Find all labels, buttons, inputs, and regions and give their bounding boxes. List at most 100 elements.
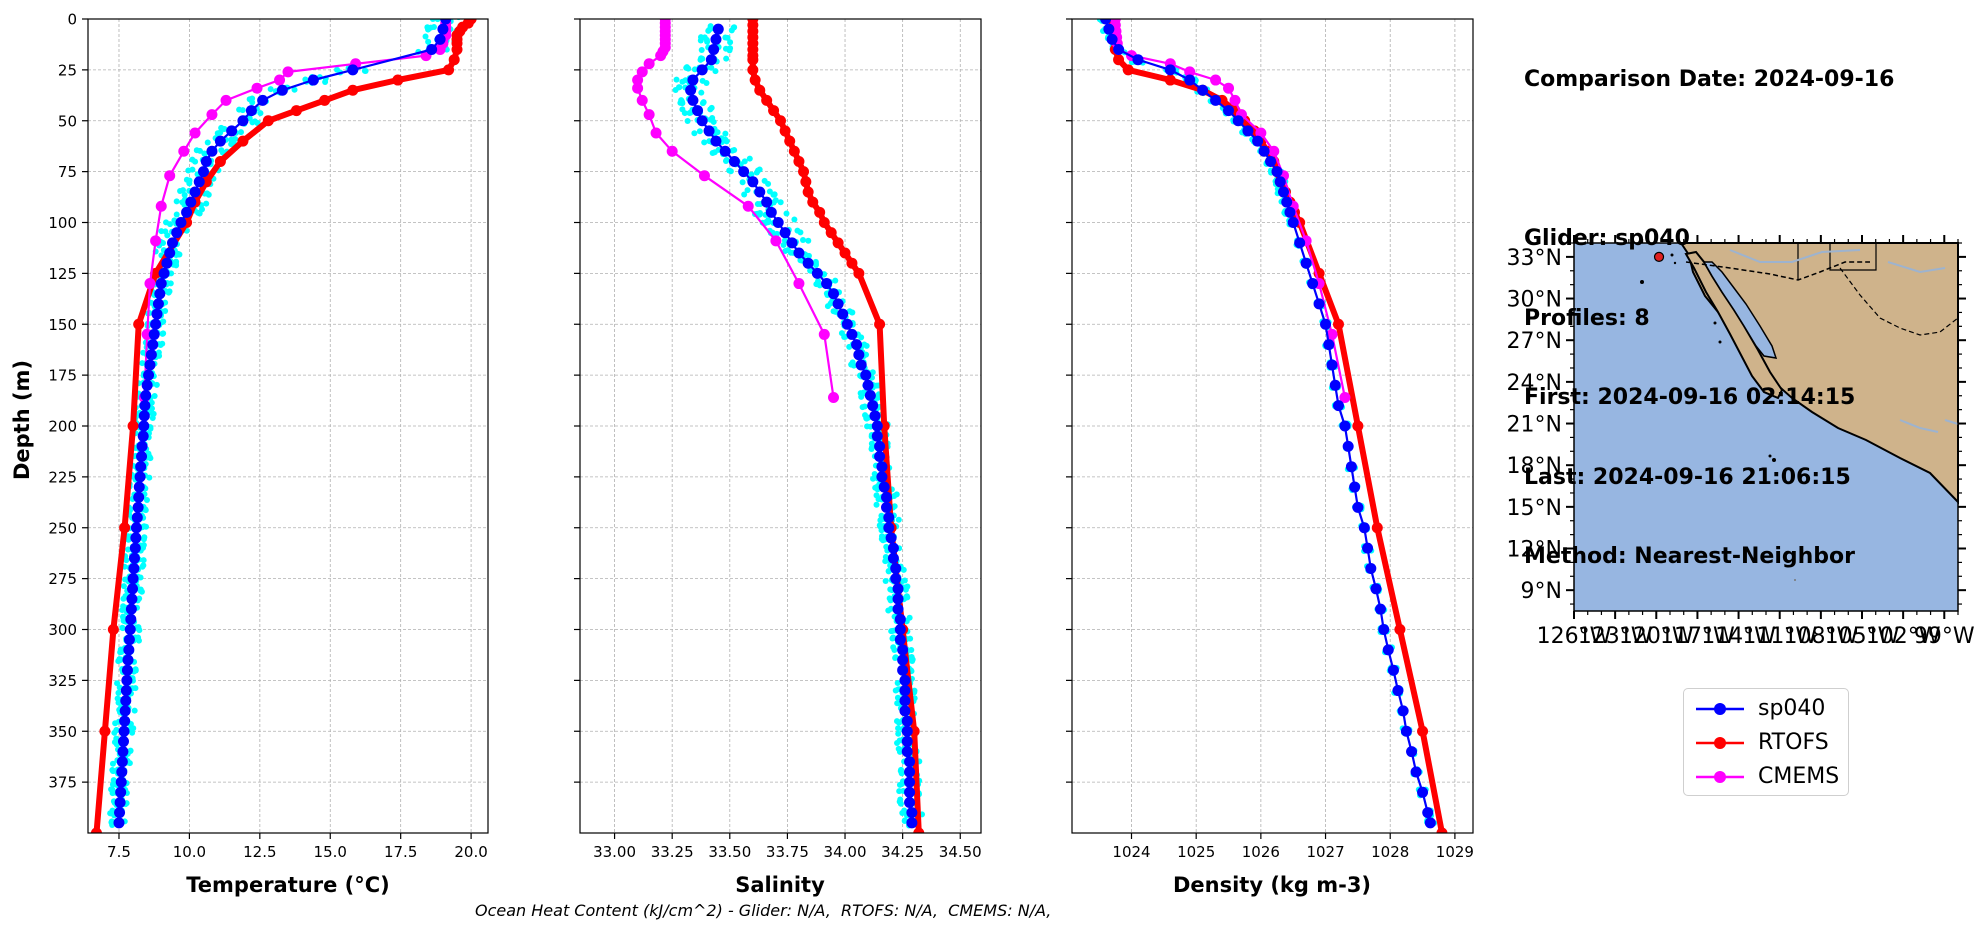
y-axis-label: Depth (m) [10,360,34,480]
sp040-point [117,746,129,758]
glider-profile-point [205,191,212,198]
sp040-point [1349,481,1361,493]
sp040-point [125,613,137,625]
sp040-point [175,217,187,228]
sp040-point [307,74,319,86]
glider-profile-point [894,694,901,701]
sp040-point [901,725,913,737]
x-tick-label: 1029 [1436,843,1474,861]
cmems-point [655,50,667,62]
rtofs-point [749,74,761,86]
sp040-point [687,94,699,106]
sp040-point [171,227,183,239]
glider-profile-point [857,390,864,397]
sp040-point [148,328,160,340]
glider-profile-point [109,760,116,767]
glider-profile-point [164,232,171,239]
map-island [1794,579,1796,581]
sp040-point [1232,115,1244,127]
glider-profile-point [137,587,144,594]
rtofs-point [779,125,791,137]
sp040-point [904,756,916,768]
glider-profile-point [687,109,694,116]
glider-profile-point [710,118,717,125]
glider-profile-point [832,277,839,284]
glider-profile-point [204,139,211,146]
glider-profile-point [679,78,686,85]
legend-swatch-sp040 [1696,703,1744,715]
glider-profile-point [189,156,196,163]
map-lon-label: 120°W [1619,624,1694,649]
glider-profile-point [895,725,902,732]
sp040-point [193,176,205,188]
glider-profile-point [863,342,870,349]
glider-profile-point [160,318,167,325]
glider-profile-point [683,64,690,71]
glider-profile-point [908,647,915,654]
rtofs-point [319,94,331,106]
rtofs-point [237,135,249,147]
map-island [1721,468,1725,472]
sp040-point [869,410,881,422]
glider-profile-point [291,86,298,93]
glider-profile-point [707,106,714,113]
cmems-point [282,66,294,78]
sp040-point [897,664,909,676]
legend-swatch-rtofs [1696,737,1744,749]
sp040-point [1332,400,1344,412]
map-lon-label: 123°W [1578,624,1653,649]
glider-profile-point [173,211,180,218]
sp040-point [904,796,916,808]
rtofs-point [874,318,886,330]
rtofs-point [119,522,131,534]
sp040-point [1242,125,1254,137]
cmems-line [636,19,835,398]
sp040-point [135,461,147,473]
sp040-point [1271,166,1283,178]
x-tick-label: 33.00 [593,843,636,861]
glider-profile-point [770,199,777,206]
rtofs-point [798,166,810,178]
sp040-point [1197,84,1209,96]
map-ticks: 33°N 30°N 27°N 24°N 21°N 18°N 15°N 12°N 9°N 126°W… [1507,235,1975,649]
sp040-point [874,440,886,452]
glider-profile-point [824,303,831,310]
sp040-point [214,135,226,147]
sp040-point [1258,145,1270,157]
sp040-point [1265,155,1277,167]
glider-profile-point [863,415,870,422]
glider-profile-point [858,334,865,341]
sp040-point [121,664,133,676]
glider-profile-point [430,24,437,31]
rtofs-point [443,64,455,76]
sp040-point [728,155,740,167]
glider-profile-point [782,247,789,254]
rtofs-point [853,267,865,279]
sp040-point [143,369,155,381]
sp040-point [119,705,131,717]
sp040-point [703,125,715,137]
sp040-point [1100,19,1112,25]
y-tick-label: 300 [48,621,77,639]
sp040-point [906,817,918,829]
y-tick-label: 75 [58,163,77,181]
glider-profile-point [110,768,117,775]
glider-profile-point [868,445,875,452]
glider-profile-point [703,80,710,87]
glider-profile-point [162,308,169,315]
glider-profile-point [878,535,885,542]
glider-profile-point [894,679,901,686]
glider-profile-point [739,179,746,186]
glider-profile-point [712,68,719,75]
rtofs-point [832,237,844,249]
sp040-point [117,735,129,747]
sp040-point [894,624,906,635]
sp040-point [846,328,858,340]
sp040-point [899,685,911,697]
sp040-point [1294,237,1306,249]
sp040-point [1400,725,1412,737]
sp040-point [754,186,766,198]
glider-profile-point [873,501,880,508]
glider-profile-point [885,568,892,575]
cmems-point [178,145,190,157]
